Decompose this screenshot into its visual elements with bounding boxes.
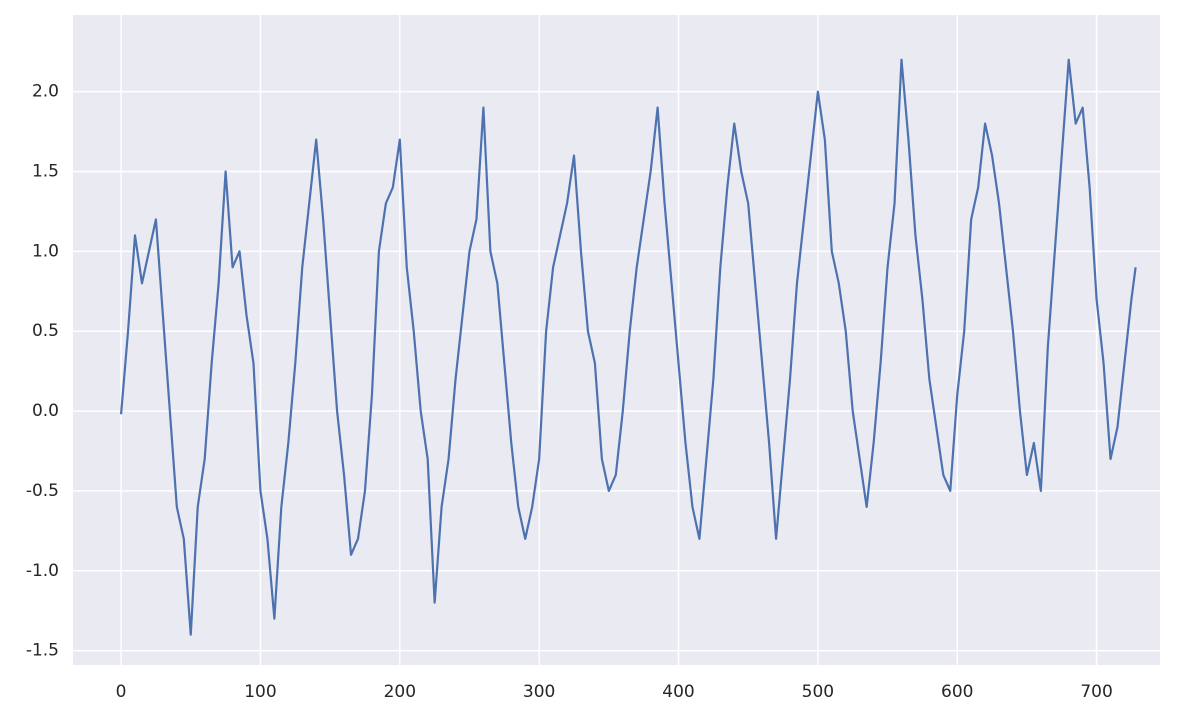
y-tick-label: 2.0 <box>32 82 59 102</box>
y-tick-label: 0.5 <box>32 321 59 341</box>
x-tick-label: 400 <box>662 682 694 702</box>
x-tick-label: 500 <box>802 682 834 702</box>
y-tick-label: -0.5 <box>26 481 59 501</box>
x-tick-label: 200 <box>384 682 416 702</box>
y-tick-label: 1.0 <box>32 241 59 261</box>
y-tick-label: 0.0 <box>32 401 59 421</box>
x-tick-label: 0 <box>116 682 127 702</box>
x-tick-label: 100 <box>244 682 276 702</box>
y-tick-label: -1.5 <box>26 641 59 661</box>
x-tick-label: 300 <box>523 682 555 702</box>
y-tick-label: 1.5 <box>32 162 59 182</box>
x-tick-label: 700 <box>1080 682 1112 702</box>
data-line <box>119 58 1137 636</box>
y-tick-label: -1.0 <box>26 561 59 581</box>
x-tick-label: 600 <box>941 682 973 702</box>
plot-area <box>73 15 1160 665</box>
